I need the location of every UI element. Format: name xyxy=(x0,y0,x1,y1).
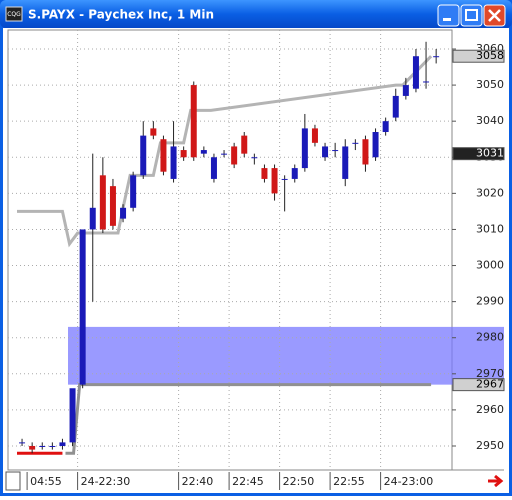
candle-body xyxy=(291,168,298,179)
candle-body xyxy=(271,168,278,194)
price-marker-label: 2967 xyxy=(476,378,504,391)
price-marker xyxy=(452,378,505,392)
candle-body xyxy=(19,442,26,444)
app-icon xyxy=(5,6,23,22)
candle-body xyxy=(382,121,389,133)
scroll-right-arrow[interactable] xyxy=(488,474,504,488)
x-tick-label: 24-22:30 xyxy=(81,475,131,488)
candle-body xyxy=(120,207,127,219)
candle-body xyxy=(130,175,137,208)
x-tick-label: 22:50 xyxy=(283,475,315,488)
y-tick-label: 2980 xyxy=(476,331,504,344)
candle-body xyxy=(190,85,197,158)
candle-body xyxy=(301,128,308,169)
candle-body xyxy=(311,128,318,143)
overlay-line xyxy=(65,383,432,455)
x-tick-label: 22:45 xyxy=(232,475,264,488)
candle-body xyxy=(99,175,106,230)
candle-body xyxy=(423,81,430,83)
y-tick-label: 2990 xyxy=(476,295,504,308)
candle-body xyxy=(69,388,76,443)
candle-body xyxy=(251,157,258,159)
y-tick-label: 2960 xyxy=(476,403,504,416)
y-tick-label: 3040 xyxy=(476,114,504,127)
candle-body xyxy=(392,95,399,118)
price-marker-label: 3058 xyxy=(476,49,504,62)
y-tick-label: 3020 xyxy=(476,186,504,199)
price-marker xyxy=(452,49,505,63)
candle-body xyxy=(210,157,217,179)
candle-body xyxy=(150,128,157,136)
candle-body xyxy=(79,229,86,385)
close-button[interactable] xyxy=(483,4,506,27)
price-marker-label: 3031 xyxy=(476,147,504,160)
y-tick-label: 2950 xyxy=(476,439,504,452)
y-tick-label: 3010 xyxy=(476,222,504,235)
candle-body xyxy=(49,445,56,447)
candle-body xyxy=(59,442,66,446)
zone-band xyxy=(68,326,504,385)
candle-body xyxy=(231,146,238,165)
candle-body xyxy=(342,146,349,179)
y-tick-label: 3050 xyxy=(476,78,504,91)
overlay-line xyxy=(17,55,433,248)
price-marker xyxy=(452,147,505,161)
window-title: S.PAYX - Paychex Inc, 1 Min xyxy=(28,8,214,22)
candle-body xyxy=(29,445,36,450)
min-button[interactable] xyxy=(437,4,460,27)
candle-body xyxy=(372,132,379,158)
candle-body xyxy=(332,150,339,152)
candle-body xyxy=(241,135,248,154)
candle-body xyxy=(180,150,187,158)
candle-body xyxy=(140,135,147,176)
candle-body xyxy=(402,85,409,96)
candle-body xyxy=(160,139,167,172)
candle-body xyxy=(221,153,228,155)
candle-body xyxy=(322,146,329,158)
max-button[interactable] xyxy=(460,4,483,27)
candle-body xyxy=(89,207,96,230)
y-tick-label: 2970 xyxy=(476,367,504,380)
candle-body xyxy=(412,56,419,89)
candle-body xyxy=(261,168,268,179)
candle-body xyxy=(39,445,46,447)
x-tick-label: 22:40 xyxy=(182,475,214,488)
candle-body xyxy=(433,56,440,58)
x-tick-label: 24-23:00 xyxy=(384,475,434,488)
candle-body xyxy=(109,186,116,226)
title-bar xyxy=(0,0,512,28)
x-tick-label: 22:55 xyxy=(333,475,365,488)
candle-body xyxy=(200,150,207,154)
scroll-box[interactable] xyxy=(5,471,21,491)
candle-body xyxy=(281,178,288,180)
y-tick-label: 3000 xyxy=(476,259,504,272)
candle-body xyxy=(362,139,369,165)
x-tick-label: 04:55 xyxy=(30,475,62,488)
app-icon-text: CQG xyxy=(7,11,21,18)
candle-body xyxy=(170,146,177,179)
candle-body xyxy=(352,142,359,144)
